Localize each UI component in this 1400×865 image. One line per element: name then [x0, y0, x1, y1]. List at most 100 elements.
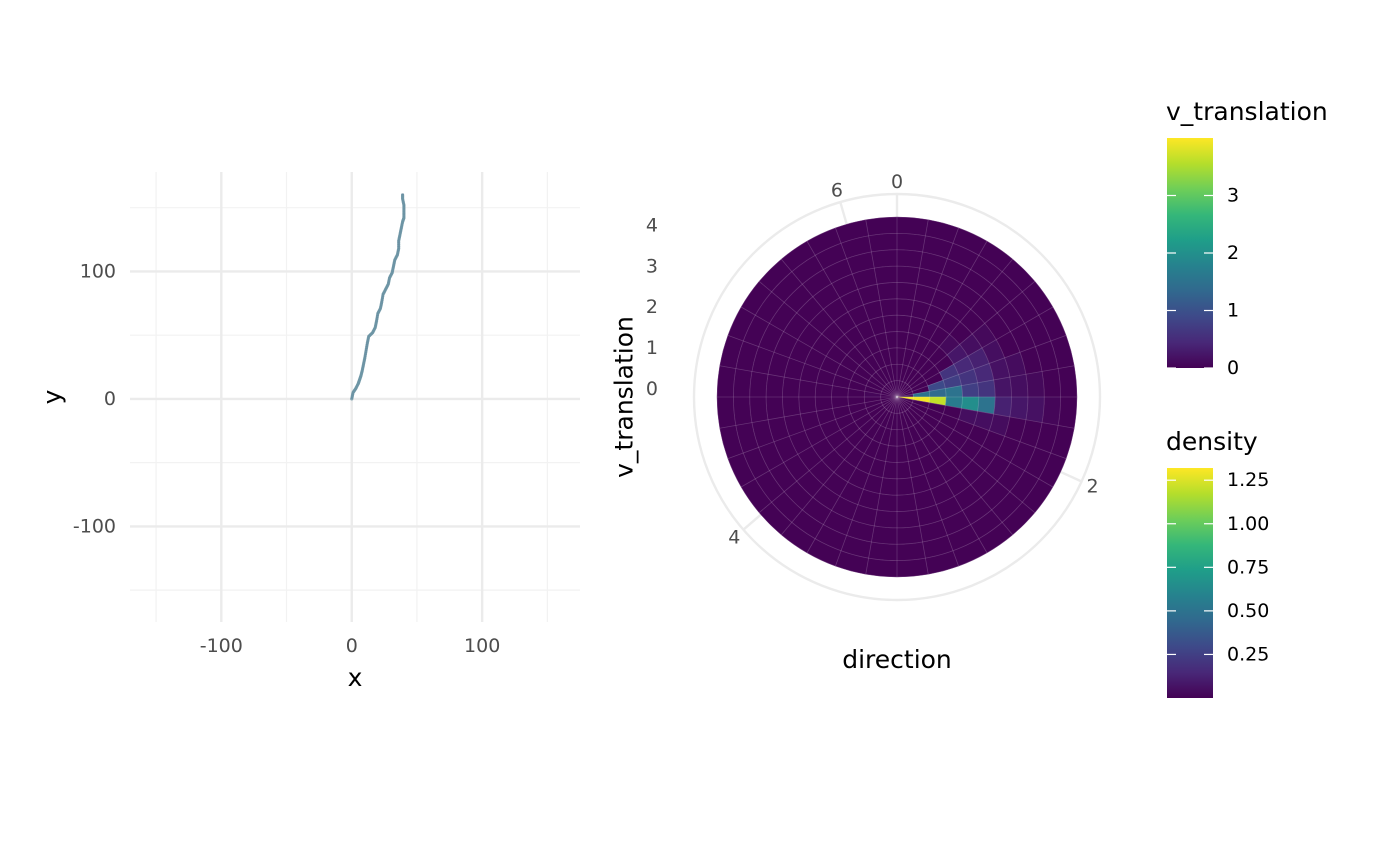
heatmap-cell [749, 396, 769, 423]
heatmap-cell [896, 216, 929, 237]
x-tick-label: 0 [346, 635, 358, 657]
heatmap-cell [896, 541, 926, 561]
radial-gridline [880, 380, 914, 414]
polar-x-axis-title: direction [842, 645, 952, 674]
angular-gridline [719, 396, 898, 429]
y-axis-ticks: -100 0 100 [73, 260, 116, 537]
angular-gridline [896, 306, 1054, 398]
angular-gridline [896, 258, 1014, 398]
heatmap-cell [896, 233, 926, 253]
y-tick-label: -100 [73, 515, 116, 537]
direction-gridline [742, 513, 762, 531]
v-translation-tick-labels: 0 1 2 3 4 [646, 214, 658, 400]
heatmap-cell [993, 376, 1012, 398]
heatmap-cell [765, 374, 785, 398]
angular-gridline [806, 240, 898, 398]
angular-gridline [896, 396, 1075, 429]
heatmap-cell [876, 282, 898, 301]
heatmap-cell [1009, 374, 1029, 398]
angular-gridline [896, 396, 1067, 459]
angular-gridline [865, 396, 898, 575]
density-legend-title: density [1166, 427, 1258, 456]
heatmap-cell [733, 396, 753, 426]
legend-tick-label: 3 [1227, 185, 1239, 207]
heatmap-cell [1009, 396, 1029, 420]
radial-gridline [814, 314, 980, 480]
radial-gridline [831, 331, 963, 463]
heatmap-cell [765, 396, 785, 420]
heatmap-cell [1041, 368, 1061, 398]
heatmap-cell [896, 493, 918, 512]
angular-gridline [835, 227, 898, 398]
angular-gridline [896, 335, 1067, 398]
v-translation-tick-label: 4 [646, 214, 658, 236]
polar-gridlines [716, 216, 1078, 578]
heatmap-cell [868, 233, 898, 253]
angular-gridline [896, 365, 1075, 398]
polar-heatmap-cells [716, 216, 1078, 578]
legend-tick-label: 0.50 [1227, 600, 1269, 622]
heatmap-cell [865, 216, 898, 237]
x-tick-label: 100 [464, 635, 500, 657]
angular-gridline [780, 258, 898, 398]
direction-tick-labels: 0 2 4 6 [728, 171, 1098, 549]
angular-gridline [896, 396, 1014, 536]
y-tick-label: 0 [104, 388, 116, 410]
y-tick-label: 100 [80, 260, 116, 282]
angular-gridline [740, 396, 898, 488]
radial-gridline [847, 347, 947, 447]
angular-gridline [719, 365, 898, 398]
angular-gridline [865, 219, 898, 398]
radial-gridline [749, 249, 1045, 545]
angular-gridline [896, 396, 1036, 514]
trajectory-point [401, 193, 405, 197]
heatmap-cell [865, 557, 898, 578]
heatmap-cell [868, 541, 898, 561]
angular-gridline [896, 396, 929, 575]
trajectory-panel: -100 0 100 -100 0 100 x y [38, 172, 580, 692]
radial-gridline [782, 282, 1012, 512]
angular-gridline [896, 227, 959, 398]
angular-gridline [896, 240, 988, 398]
heatmap-cell [733, 368, 753, 398]
radial-gridline [863, 363, 931, 431]
angular-gridline [727, 396, 898, 459]
angular-gridline [835, 396, 898, 567]
heatmap-cell [782, 396, 801, 418]
legend-tick-label: 1.00 [1227, 513, 1269, 535]
heatmap-cell [1025, 371, 1045, 398]
v-translation-legend: v_translation 0 1 2 3 [1166, 97, 1328, 379]
direction-tick-label: 0 [891, 171, 903, 193]
legend-tick-label: 0.75 [1227, 556, 1269, 578]
v-translation-legend-title: v_translation [1166, 97, 1328, 126]
v-translation-tick-label: 1 [646, 337, 658, 359]
direction-tick-label: 2 [1086, 475, 1098, 497]
heatmap-cell [896, 557, 929, 578]
radial-gridline [716, 216, 1078, 578]
angular-gridline [758, 280, 898, 398]
direction-tick-label: 4 [728, 527, 740, 549]
angular-gridline [758, 396, 898, 514]
angular-gridline [896, 280, 1036, 398]
x-tick-label: -100 [200, 635, 243, 657]
heatmap-cell [871, 249, 898, 269]
heatmap-cell [716, 396, 737, 429]
heatmap-cell [896, 249, 923, 269]
v-translation-tick-label: 3 [646, 255, 658, 277]
x-axis-title: x [348, 663, 363, 692]
radial-gridline [732, 232, 1062, 562]
density-legend-ticks: 0.25 0.50 0.75 1.00 1.25 [1167, 469, 1269, 665]
legend-tick-label: 1 [1227, 300, 1239, 322]
angular-gridline [896, 396, 959, 567]
heatmap-cell [871, 525, 898, 545]
heatmap-cell [896, 525, 923, 545]
direction-gridline [839, 201, 848, 225]
heatmap-cell [874, 509, 898, 529]
legend-tick-label: 0.25 [1227, 643, 1269, 665]
legend-tick-label: 0 [1227, 357, 1239, 379]
polar-guides [692, 192, 1102, 602]
direction-gridline [1060, 470, 1083, 483]
heatmap-cell [782, 376, 801, 398]
direction-tick-label: 6 [831, 180, 843, 202]
